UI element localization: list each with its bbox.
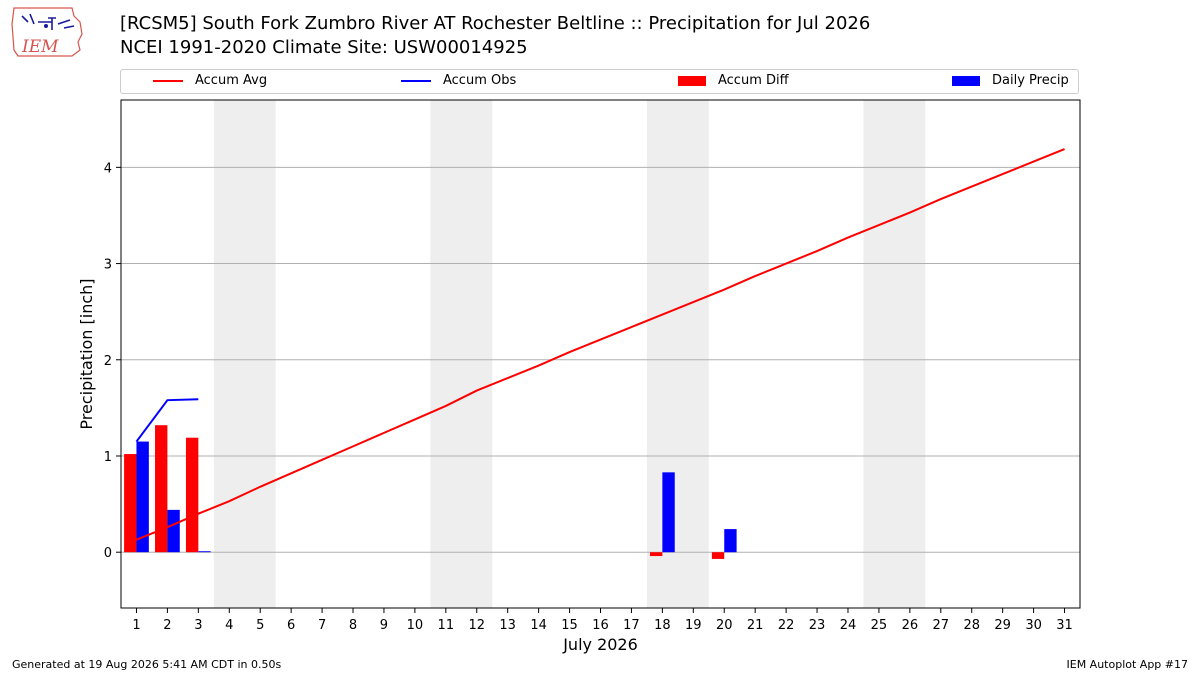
weekend-band xyxy=(430,100,493,608)
x-tick-label: 25 xyxy=(871,618,888,633)
x-tick-label: 10 xyxy=(407,618,424,633)
plot-frame xyxy=(120,99,1081,609)
x-axis-label: July 2026 xyxy=(562,635,638,654)
sensor-dot-icon xyxy=(44,24,48,28)
x-tick-label: 20 xyxy=(716,618,733,633)
chart-legend: Accum Avg Accum Obs Accum Diff Daily Pre… xyxy=(120,69,1079,94)
legend-label-daily-precip: Daily Precip xyxy=(992,73,1069,88)
x-tick-label: 27 xyxy=(933,618,950,633)
x-tick-label: 24 xyxy=(840,618,857,633)
legend-item-accum-obs: Accum Obs xyxy=(401,73,516,88)
chart-title: [RCSM5] South Fork Zumbro River AT Roche… xyxy=(120,13,871,34)
x-tick-label: 5 xyxy=(256,618,264,633)
weekend-band xyxy=(213,100,276,608)
x-tick-label: 9 xyxy=(380,618,388,633)
y-tick-label: 4 xyxy=(104,161,112,176)
y-tick-label: 1 xyxy=(104,450,112,465)
accum-obs-line xyxy=(135,398,199,443)
daily-precip-bar xyxy=(198,551,211,553)
legend-label-accum-avg: Accum Avg xyxy=(195,73,268,88)
accum-diff-bar xyxy=(155,425,168,553)
generated-timestamp: Generated at 19 Aug 2026 5:41 AM CDT in … xyxy=(12,658,282,671)
accum-diff-bar xyxy=(649,552,663,557)
daily-precip-bar xyxy=(136,441,149,553)
accum-diff-bar xyxy=(124,454,137,553)
y-tick-label: 3 xyxy=(104,258,112,273)
x-tick-label: 22 xyxy=(778,618,795,633)
x-tick-label: 1 xyxy=(132,618,140,633)
x-tick-label: 13 xyxy=(499,618,516,633)
x-tick-label: 3 xyxy=(194,618,202,633)
x-tick-label: 16 xyxy=(592,618,609,633)
daily-precip-bar xyxy=(167,509,180,553)
x-tick-label: 7 xyxy=(318,618,326,633)
lines-group xyxy=(135,148,1065,541)
weekend-shading-group xyxy=(213,100,926,608)
x-tick-label: 23 xyxy=(809,618,826,633)
legend-swatch-daily-precip xyxy=(952,75,980,86)
legend-swatch-accum-obs xyxy=(401,79,431,82)
x-tick-label: 30 xyxy=(1025,618,1042,633)
y-axis-label: Precipitation [inch] xyxy=(77,278,96,429)
legend-label-accum-diff: Accum Diff xyxy=(718,73,789,88)
iowa-outline-shape xyxy=(11,7,83,57)
legend-item-accum-diff: Accum Diff xyxy=(678,73,789,88)
x-tick-label: 14 xyxy=(530,618,547,633)
weekend-band xyxy=(646,100,709,608)
x-tick-label: 6 xyxy=(287,618,295,633)
x-tick-label: 31 xyxy=(1056,618,1073,633)
legend-swatch-accum-avg xyxy=(153,79,183,82)
x-tick-label: 21 xyxy=(747,618,764,633)
x-tick-label: 15 xyxy=(561,618,578,633)
legend-label-accum-obs: Accum Obs xyxy=(443,73,517,88)
x-tick-label: 18 xyxy=(654,618,671,633)
legend-item-accum-avg: Accum Avg xyxy=(153,73,267,88)
x-tick-label: 12 xyxy=(468,618,485,633)
logo-text: IEM xyxy=(21,37,59,57)
x-tick-label: 8 xyxy=(349,618,357,633)
x-tick-label: 26 xyxy=(902,618,919,633)
weather-station-icon xyxy=(21,13,75,30)
x-tick-label: 29 xyxy=(994,618,1011,633)
y-tick-label: 2 xyxy=(104,354,112,369)
weekend-band xyxy=(863,100,926,608)
bars-group xyxy=(124,425,737,559)
x-tick-label: 4 xyxy=(225,618,233,633)
x-tick-label: 17 xyxy=(623,618,640,633)
x-tick-label: 28 xyxy=(963,618,980,633)
x-tick-label: 2 xyxy=(163,618,171,633)
accum-diff-bar xyxy=(711,552,725,559)
daily-precip-bar xyxy=(662,472,675,553)
accum-avg-line xyxy=(136,148,1065,541)
gridlines-group xyxy=(121,166,1080,553)
x-tick-label: 11 xyxy=(438,618,455,633)
y-tick-label: 0 xyxy=(104,546,112,561)
iem-logo[interactable]: IEM xyxy=(8,4,88,62)
daily-precip-bar xyxy=(724,529,737,553)
accum-diff-bar xyxy=(185,437,199,553)
chart-subtitle: NCEI 1991-2020 Climate Site: USW00014925 xyxy=(120,37,528,58)
x-tick-label: 19 xyxy=(685,618,702,633)
legend-swatch-accum-diff xyxy=(678,75,706,86)
app-credit: IEM Autoplot App #17 xyxy=(1066,658,1189,671)
legend-item-daily-precip: Daily Precip xyxy=(952,73,1069,88)
